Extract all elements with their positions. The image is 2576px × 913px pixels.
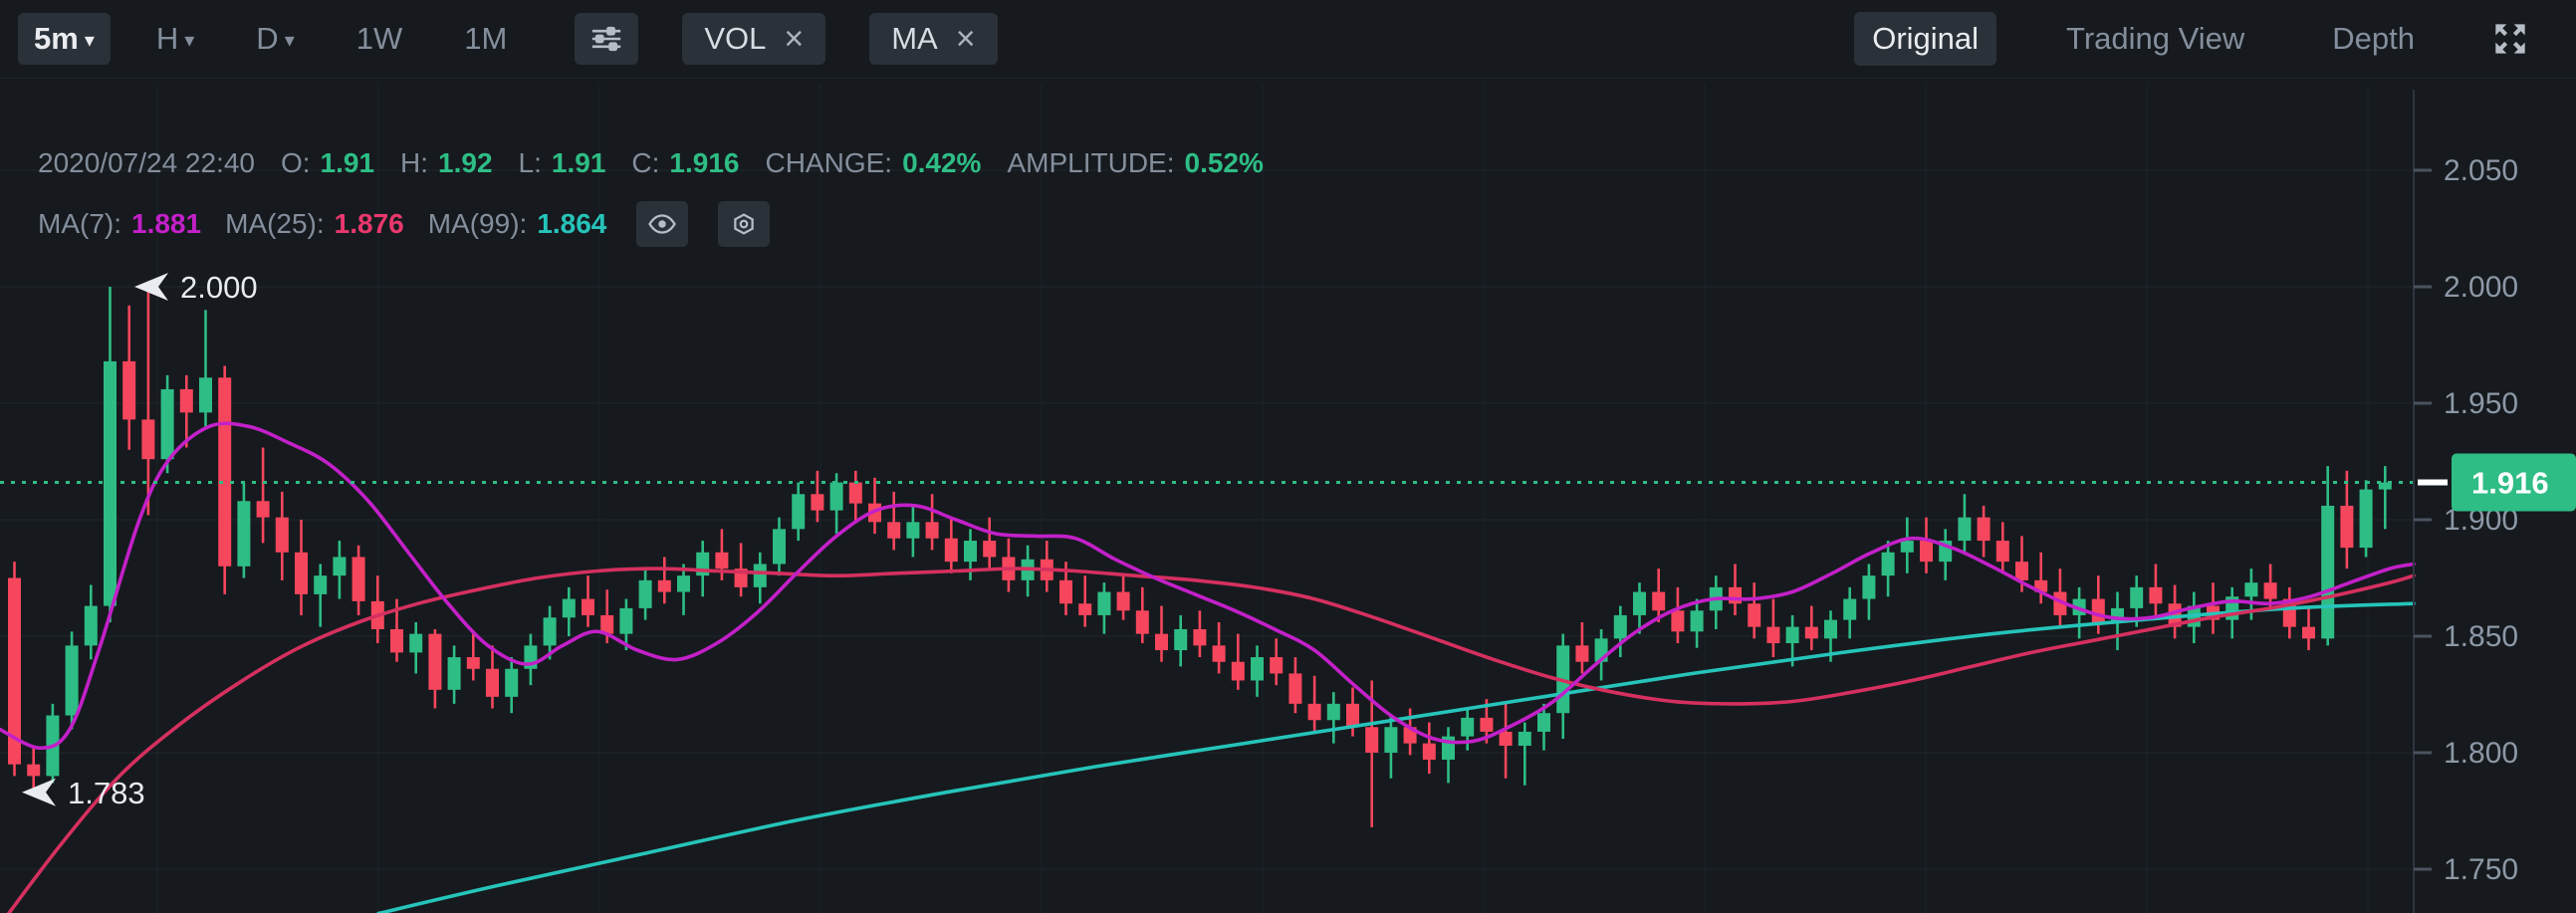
open-field: O: 1.91 (280, 147, 375, 178)
current-price-badge: 1.916 (2452, 453, 2576, 512)
interval-1w-button[interactable]: 1W (341, 13, 419, 65)
interval-label: 5m (34, 21, 79, 56)
ma-info-bar: MA(7): 1.881 MA(25): 1.876 MA(99): 1.864 (38, 201, 771, 247)
candle-datetime: 2020/07/24 22:40 (38, 147, 255, 178)
ma99-field: MA(99): 1.864 (427, 208, 607, 239)
sliders-icon (592, 26, 621, 52)
ma-settings-button[interactable] (718, 201, 771, 247)
gear-icon (734, 213, 755, 235)
high-annotation: 2.000 (134, 270, 258, 305)
annotation-label: 2.000 (180, 270, 258, 305)
ma-line-7 (0, 421, 2416, 751)
expand-icon (2495, 24, 2525, 54)
price-tick-label: 1.800 (2444, 737, 2518, 770)
tab-original[interactable]: Original (1854, 12, 1997, 66)
interval-1m-button[interactable]: 1M (448, 13, 523, 65)
amplitude-field: AMPLITUDE: 0.52% (1007, 147, 1264, 178)
ma-line-25 (6, 567, 2416, 913)
price-tick-label: 1.750 (2444, 853, 2518, 886)
close-icon[interactable]: × (784, 20, 805, 58)
price-tick-label: 2.050 (2444, 154, 2518, 187)
price-tick-label: 1.850 (2444, 620, 2518, 653)
high-field: H: 1.92 (400, 147, 493, 178)
low-field: L: 1.91 (518, 147, 606, 178)
interval-5m-button[interactable]: 5m ▾ (18, 13, 111, 65)
price-tick-label: 1.950 (2444, 387, 2518, 420)
ma-line-99 (376, 601, 2416, 913)
price-tick-label: 2.000 (2444, 271, 2518, 304)
chevron-down-icon: ▾ (184, 30, 195, 52)
interval-label: 1W (355, 21, 403, 56)
chip-label: VOL (704, 21, 767, 56)
change-field: CHANGE: 0.42% (765, 147, 982, 178)
interval-label: 1M (464, 21, 508, 56)
eye-icon (648, 214, 677, 234)
annotation-label: 1.783 (68, 776, 145, 810)
ma7-field: MA(7): 1.881 (38, 208, 202, 239)
ohlc-info-bar: 2020/07/24 22:40 O: 1.91 H: 1.92 L: 1.91… (38, 147, 1264, 179)
interval-day-button[interactable]: D ▾ (240, 13, 310, 65)
fullscreen-button[interactable] (2484, 13, 2536, 65)
indicator-chip-ma[interactable]: MA × (869, 13, 998, 65)
tab-depth[interactable]: Depth (2314, 12, 2433, 66)
chip-label: MA (891, 21, 938, 56)
low-annotation: 1.783 (22, 776, 145, 810)
svg-text:1.916: 1.916 (2471, 466, 2549, 501)
indicator-chip-vol[interactable]: VOL × (682, 13, 826, 65)
chart-toolbar: 5m ▾ H ▾ D ▾ 1W 1M (0, 0, 2576, 79)
ma-visibility-button[interactable] (636, 201, 689, 247)
close-field: C: 1.916 (631, 147, 740, 178)
tab-trading-view[interactable]: Trading View (2048, 12, 2262, 66)
indicator-settings-button[interactable] (575, 13, 639, 65)
candle-series (8, 287, 2392, 827)
chevron-down-icon: ▾ (84, 30, 95, 52)
interval-label: D (256, 21, 279, 56)
interval-label: H (155, 21, 179, 56)
interval-hour-button[interactable]: H ▾ (140, 13, 210, 65)
interval-controls: 5m ▾ H ▾ D ▾ 1W 1M (0, 13, 998, 65)
view-switcher: Original Trading View Depth (1854, 12, 2576, 66)
chevron-down-icon: ▾ (284, 30, 295, 52)
close-icon[interactable]: × (955, 20, 976, 58)
ma25-field: MA(25): 1.876 (225, 208, 404, 239)
